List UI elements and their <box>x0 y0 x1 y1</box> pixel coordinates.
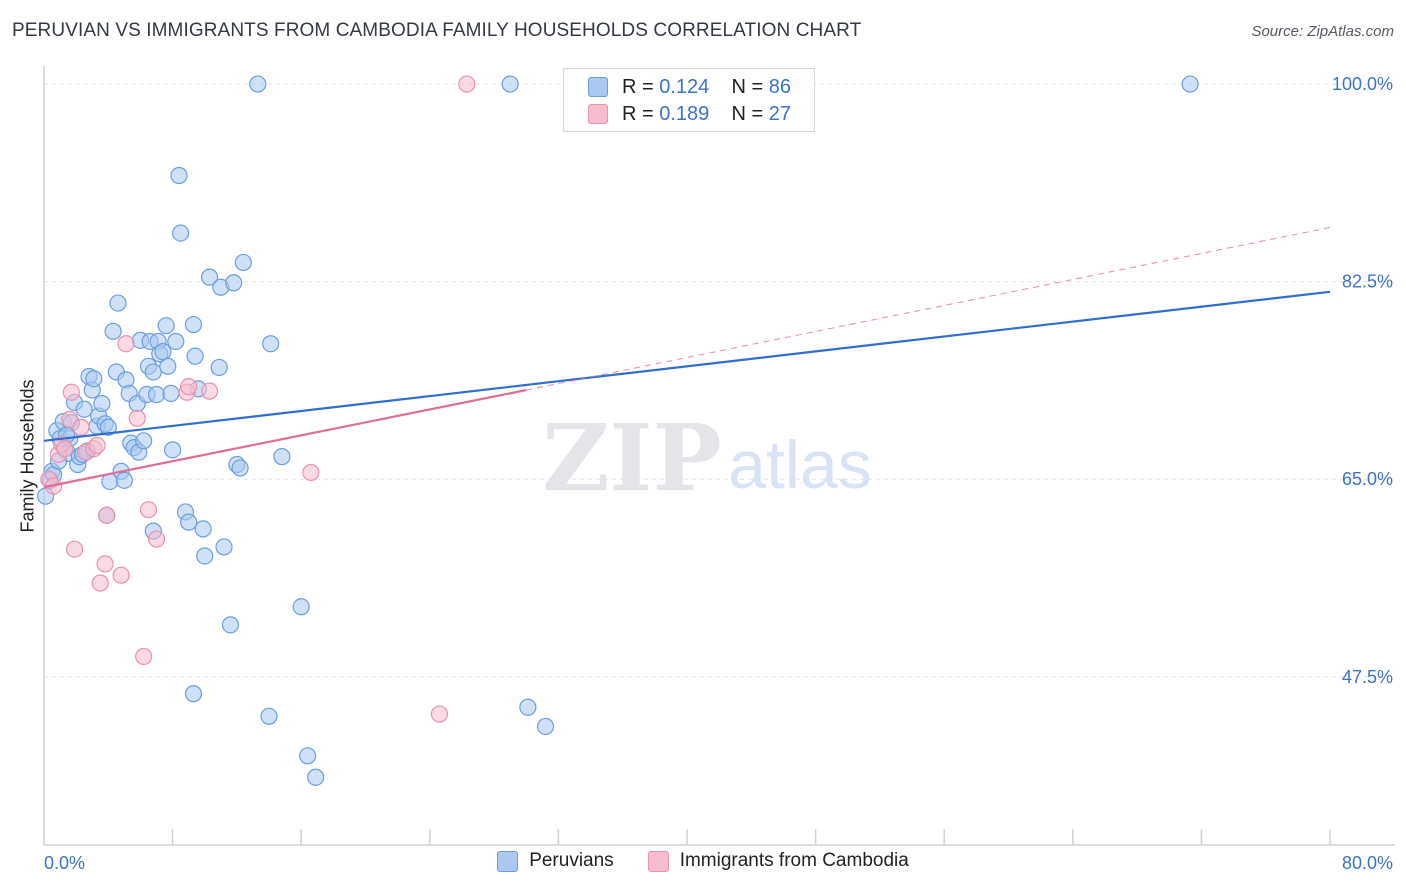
series-swatch-cambodia <box>647 850 669 872</box>
peruvian-point <box>234 253 252 272</box>
cambodia-point <box>88 436 106 454</box>
cambodia-point <box>147 530 166 548</box>
peruvians-trend-line <box>43 290 1331 442</box>
cambodia-point <box>72 418 90 436</box>
cambodia-point <box>112 566 130 584</box>
peruvian-point <box>536 717 555 736</box>
y-tick-label: 65.0% <box>1342 469 1393 489</box>
peruvian-point <box>109 294 127 312</box>
peruvian-point <box>180 513 198 531</box>
peruvian-point <box>99 418 117 436</box>
cambodia-trend-line <box>43 388 527 489</box>
y-tick-label: 82.5% <box>1342 272 1393 292</box>
peruvian-point <box>196 547 214 565</box>
data-points <box>37 75 1199 786</box>
axes <box>43 66 1395 846</box>
tick-labels: 100.0% 82.5% 65.0% 47.5% 0.0% 80.0% <box>44 74 1393 873</box>
legend-r-label: R = <box>622 102 654 125</box>
peruvian-point <box>144 363 162 381</box>
peruvian-point <box>501 75 519 93</box>
peruvian-point <box>273 448 291 466</box>
peruvian-point <box>184 685 203 703</box>
legend-r-value-cambodia: 0.189 <box>659 102 710 125</box>
gridlines <box>44 83 1390 678</box>
series-legend-label-cambodia: Immigrants from Cambodia <box>679 850 909 871</box>
peruvian-point <box>135 432 153 450</box>
cambodia-point <box>302 463 320 482</box>
peruvian-point <box>210 358 228 377</box>
source-label: Source: ZipAtlas.com <box>1251 23 1394 40</box>
legend-row-cambodia: R = 0.189 N = 27 <box>588 101 791 127</box>
cambodia-point <box>139 501 158 519</box>
peruvian-point <box>299 747 317 765</box>
peruvian-point <box>115 471 133 489</box>
peruvian-point <box>292 598 310 616</box>
peruvian-point <box>159 357 177 375</box>
legend-r-label: R = <box>622 75 654 98</box>
peruvian-point <box>147 385 166 404</box>
cambodia-point <box>91 574 109 592</box>
legend-row-peruvians: R = 0.124 N = 86 <box>588 74 791 100</box>
peruvian-point <box>157 317 175 335</box>
legend-swatch-cambodia <box>588 104 608 124</box>
peruvian-point <box>260 707 278 725</box>
peruvian-point <box>225 274 243 292</box>
peruvian-point <box>1181 75 1199 93</box>
cambodia-trend-extension <box>526 226 1331 391</box>
legend-n-value-peruvians: 86 <box>768 75 792 98</box>
cambodia-point <box>98 506 116 524</box>
cambodia-point <box>180 378 198 396</box>
peruvian-point <box>249 75 267 93</box>
peruvian-point <box>231 459 249 477</box>
legend-r-value-peruvians: 0.124 <box>659 75 710 98</box>
cambodia-point <box>458 75 476 93</box>
series-legend-label-peruvians: Peruvians <box>529 850 614 871</box>
cambodia-point <box>65 540 84 558</box>
peruvian-point <box>75 400 93 418</box>
cambodia-point <box>62 383 80 401</box>
cambodia-point <box>117 335 135 353</box>
x-tick-label: 80.0% <box>1342 853 1393 873</box>
peruvian-point <box>307 768 325 786</box>
peruvian-point <box>167 332 185 351</box>
y-tick-label: 100.0% <box>1332 74 1393 94</box>
peruvian-point <box>85 370 103 388</box>
series-legend-cambodia: Immigrants from Cambodia <box>647 850 909 872</box>
watermark-zip: ZIP <box>542 404 721 512</box>
cambodia-point <box>96 555 114 573</box>
cambodia-point <box>128 409 146 427</box>
y-tick-label: 47.5% <box>1342 667 1393 687</box>
peruvian-point <box>194 520 212 538</box>
peruvian-point <box>186 347 204 365</box>
stats-legend: R = 0.124 N = 86 R = 0.189 N = 27 <box>563 68 815 132</box>
peruvian-point <box>215 538 233 556</box>
series-legend-peruvians: Peruvians <box>497 850 614 872</box>
cambodia-point <box>56 440 74 458</box>
peruvian-point <box>104 322 122 340</box>
trend-lines <box>43 226 1331 489</box>
cambodia-point <box>200 382 219 400</box>
peruvian-point <box>170 166 188 185</box>
peruvian-point <box>162 384 180 403</box>
peruvian-point <box>164 441 182 459</box>
series-legend: Peruvians Immigrants from Cambodia <box>0 850 1406 872</box>
peruvian-point <box>200 268 219 286</box>
cambodia-point <box>430 705 449 723</box>
peruvian-point <box>172 224 190 242</box>
peruvian-point <box>519 698 537 716</box>
cambodia-point <box>135 647 153 666</box>
peruvian-point <box>262 335 280 353</box>
legend-n-value-cambodia: 27 <box>768 102 792 125</box>
peruvian-point <box>221 616 240 634</box>
legend-n-label: N = <box>731 75 764 98</box>
x-tick-label: 0.0% <box>44 853 85 873</box>
peruvian-point <box>184 315 203 334</box>
watermark-atlas: atlas <box>728 427 872 503</box>
peruvian-point <box>93 394 111 413</box>
series-swatch-peruvians <box>497 850 519 872</box>
chart-title: PERUVIAN VS IMMIGRANTS FROM CAMBODIA FAM… <box>12 20 862 41</box>
legend-n-label: N = <box>731 102 764 125</box>
legend-swatch-peruvians <box>588 77 608 97</box>
